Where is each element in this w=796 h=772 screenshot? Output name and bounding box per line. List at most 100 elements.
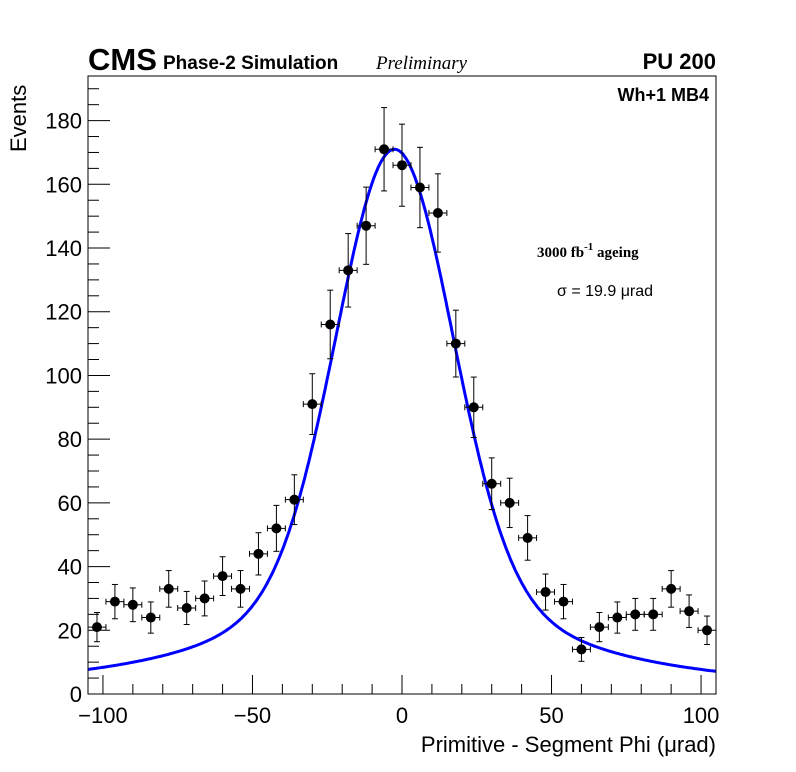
ageing-label: 3000 fb-1 ageing <box>537 241 639 261</box>
data-point <box>266 504 286 552</box>
data-point <box>536 573 556 611</box>
data-marker <box>235 583 246 594</box>
data-marker <box>558 596 569 607</box>
data-marker <box>702 625 713 636</box>
data-point <box>643 597 663 631</box>
data-point <box>500 477 520 529</box>
data-point <box>105 583 125 620</box>
data-point <box>302 373 322 436</box>
y-tick-label: 100 <box>45 363 82 388</box>
data-point <box>625 597 645 631</box>
x-tick-label: −100 <box>78 703 128 728</box>
x-tick-label: 100 <box>683 703 720 728</box>
plot-frame <box>87 75 717 695</box>
data-marker <box>414 182 425 193</box>
data-point <box>428 173 448 253</box>
data-marker <box>504 497 515 508</box>
data-point <box>213 556 233 597</box>
data-marker <box>163 583 174 594</box>
data-marker <box>253 548 264 559</box>
y-tick-label: 180 <box>45 109 82 134</box>
data-point <box>284 474 304 526</box>
data-marker <box>594 622 605 633</box>
data-marker <box>540 587 551 598</box>
data-point <box>159 570 179 608</box>
x-tick-label: 0 <box>396 703 408 728</box>
phase2-label: Phase-2 Simulation <box>163 53 338 74</box>
y-tick-label: 60 <box>58 491 82 516</box>
data-point <box>177 590 197 626</box>
data-marker <box>684 606 695 617</box>
data-marker <box>361 220 372 231</box>
x-tick-label: 50 <box>539 703 563 728</box>
data-marker <box>486 478 497 489</box>
data-point <box>554 583 573 620</box>
data-point <box>589 612 609 643</box>
data-point <box>141 601 161 634</box>
y-tick-label: 0 <box>70 682 82 707</box>
data-point <box>518 515 538 561</box>
data-point <box>392 123 412 207</box>
data-marker <box>522 532 533 543</box>
y-tick-label: 80 <box>58 427 82 452</box>
data-marker <box>432 207 443 218</box>
data-marker <box>217 571 228 582</box>
y-tick-label: 120 <box>45 300 82 325</box>
data-marker <box>450 338 461 349</box>
data-marker <box>91 622 102 633</box>
data-marker <box>325 319 336 330</box>
region-label: Wh+1 MB4 <box>617 85 709 105</box>
y-axis-title: Events <box>6 85 31 152</box>
data-marker <box>199 593 210 604</box>
sigma-label: σ = 19.9 μrad <box>557 283 653 300</box>
data-point <box>338 233 358 308</box>
data-marker <box>612 612 623 623</box>
data-marker <box>271 523 282 534</box>
data-marker <box>468 402 479 413</box>
data-marker <box>576 644 587 655</box>
cms-label: CMS <box>88 42 157 77</box>
data-point <box>679 594 699 628</box>
x-tick-label: −50 <box>234 703 271 728</box>
data-point <box>356 186 376 265</box>
ageing-sup: -1 <box>584 241 593 253</box>
data-point <box>123 587 143 623</box>
data-marker <box>289 494 300 505</box>
data-point <box>464 376 484 439</box>
data-marker <box>127 599 138 610</box>
data-point <box>374 107 394 192</box>
data-point <box>231 570 250 608</box>
data-point <box>482 457 502 511</box>
data-points-group <box>87 107 717 662</box>
preliminary-label: Preliminary <box>375 53 468 74</box>
data-point <box>195 580 215 617</box>
data-marker <box>109 596 120 607</box>
axes: 0 20 40 60 80 100 120 140 160 180 −100 −50 0 50 100 <box>45 88 720 728</box>
data-marker <box>666 583 677 594</box>
y-tick-label: 20 <box>58 618 82 643</box>
data-marker <box>630 609 641 620</box>
ageing-prefix: 3000 fb <box>537 245 584 261</box>
data-point <box>661 570 681 608</box>
y-tick-label: 160 <box>45 172 82 197</box>
y-tick-label: 40 <box>58 555 82 580</box>
data-marker <box>181 602 192 613</box>
data-point <box>320 289 340 360</box>
ageing-suffix: ageing <box>593 245 639 261</box>
data-marker <box>307 399 318 410</box>
data-marker <box>397 160 407 171</box>
data-marker <box>648 609 659 620</box>
x-axis-title: Primitive - Segment Phi (μrad) <box>421 732 716 757</box>
data-marker <box>379 144 390 155</box>
pileup-label: PU 200 <box>643 49 716 74</box>
data-point <box>697 615 717 646</box>
data-point <box>607 601 627 634</box>
data-marker <box>145 612 156 623</box>
y-tick-label: 140 <box>45 236 82 261</box>
data-point <box>571 636 591 662</box>
data-point <box>248 532 268 576</box>
data-point <box>410 146 430 229</box>
data-marker <box>343 265 354 276</box>
